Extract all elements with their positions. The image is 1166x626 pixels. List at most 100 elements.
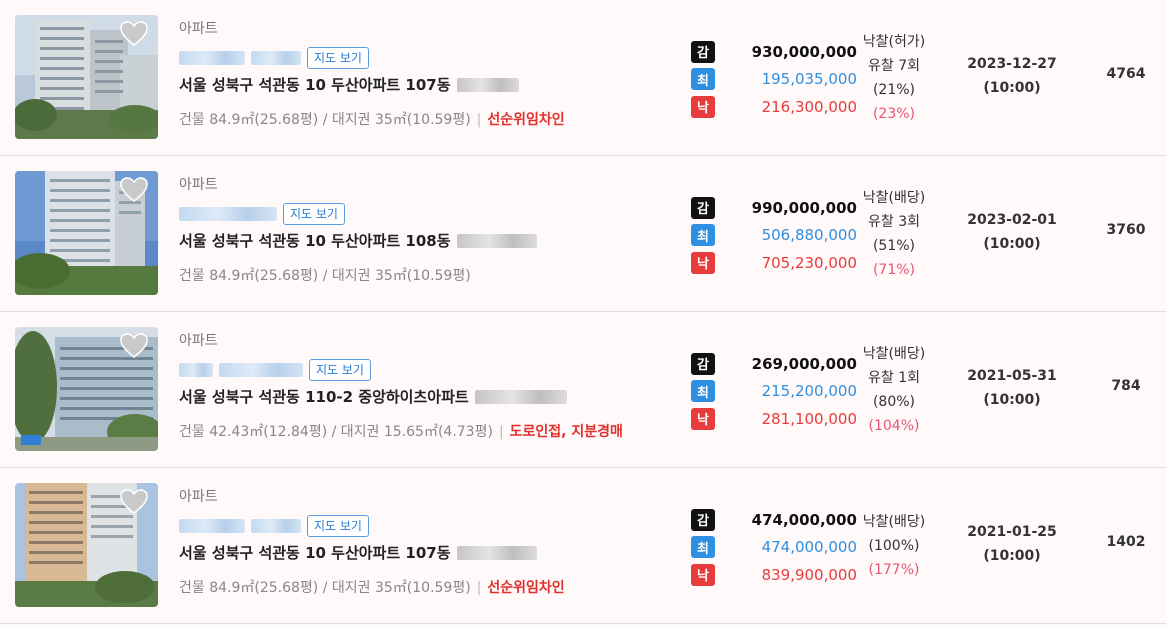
- minimum-price: 215,200,000: [761, 382, 857, 401]
- favorite-heart-icon[interactable]: [120, 489, 148, 515]
- price-block: 감 990,000,000 최 506,880,000 낙 705,230,000: [691, 194, 857, 277]
- property-address[interactable]: 서울 성북구 석관동 110-2 중앙하이츠아파트: [179, 386, 571, 407]
- property-type: 아파트: [179, 21, 218, 37]
- view-count: 4764: [1106, 66, 1146, 82]
- minimum-percent: (51%): [872, 238, 916, 254]
- list-item[interactable]: 아파트 지도 보기 서울 성북구 석관동 10 두산아파트 108동 건물 84…: [0, 156, 1166, 312]
- appraisal-badge: 감: [691, 352, 715, 375]
- redacted-case-number: [179, 363, 213, 377]
- area-detail: 건물 84.9㎡(25.68평) / 대지권 35㎡(10.59평) | 선순위임차…: [179, 109, 565, 129]
- fail-count: 유찰 1회: [868, 370, 920, 386]
- area-detail: 건물 42.43㎡(12.84평) / 대지권 15.65㎡(4.73평) | 도로…: [179, 421, 623, 441]
- case-number-line: 지도 보기: [179, 514, 369, 538]
- auction-result: 낙찰(허가) 유찰 7회 (21%) (23%): [848, 30, 940, 126]
- winning-price: 839,900,000: [761, 565, 857, 584]
- date-text: 2021-05-31: [967, 368, 1057, 384]
- date-text: 2023-12-27: [967, 56, 1057, 72]
- minimum-badge: 최: [691, 68, 715, 91]
- list-item[interactable]: 아파트 지도 보기 서울 성북구 석관동 10 두산아파트 107동 건물 84…: [0, 0, 1166, 156]
- divider: |: [476, 112, 482, 128]
- minimum-percent: (80%): [872, 394, 916, 410]
- area-text: 건물 84.9㎡(25.68평) / 대지권 35㎡(10.59평): [179, 580, 471, 596]
- map-view-button[interactable]: 지도 보기: [309, 359, 371, 381]
- appraisal-price: 990,000,000: [751, 198, 857, 217]
- fail-count: 유찰 7회: [868, 58, 920, 74]
- redacted-case-number: [179, 51, 245, 65]
- property-address-text: 서울 성북구 석관동 110-2 중앙하이츠아파트: [179, 388, 469, 406]
- winning-badge: 낙: [691, 563, 715, 586]
- property-type: 아파트: [179, 177, 218, 193]
- result-status: 낙찰(배당): [862, 190, 926, 206]
- area-text: 건물 84.9㎡(25.68평) / 대지권 35㎡(10.59평): [179, 112, 471, 128]
- property-address-text: 서울 성북구 석관동 10 두산아파트 107동: [179, 544, 451, 562]
- redacted-case-number: [219, 363, 303, 377]
- favorite-heart-icon[interactable]: [120, 333, 148, 359]
- property-type: 아파트: [179, 489, 218, 505]
- winning-percent: (23%): [872, 106, 916, 122]
- favorite-heart-icon[interactable]: [120, 177, 148, 203]
- time-text: (10:00): [983, 392, 1041, 408]
- favorite-heart-icon[interactable]: [120, 21, 148, 47]
- view-count: 3760: [1106, 222, 1146, 238]
- redacted-case-number: [251, 519, 301, 533]
- time-text: (10:00): [983, 236, 1041, 252]
- date-text: 2021-01-25: [967, 524, 1057, 540]
- area-detail: 건물 84.9㎡(25.68평) / 대지권 35㎡(10.59평): [179, 265, 471, 285]
- view-count: 784: [1111, 378, 1141, 394]
- appraisal-price: 930,000,000: [751, 42, 857, 61]
- special-note: 선순위임차인: [487, 580, 565, 596]
- price-block: 감 474,000,000 최 474,000,000 낙 839,900,000: [691, 506, 857, 589]
- case-number-line: 지도 보기: [179, 358, 371, 382]
- redacted-case-number: [179, 207, 277, 221]
- time-text: (10:00): [983, 80, 1041, 96]
- property-address[interactable]: 서울 성북구 석관동 10 두산아파트 107동: [179, 542, 541, 563]
- property-photo[interactable]: [15, 15, 158, 139]
- redacted-case-number: [179, 519, 245, 533]
- appraisal-price: 269,000,000: [751, 354, 857, 373]
- property-address[interactable]: 서울 성북구 석관동 10 두산아파트 107동: [179, 74, 523, 95]
- map-view-button[interactable]: 지도 보기: [307, 515, 369, 537]
- auction-result: 낙찰(배당) 유찰 1회 (80%) (104%): [848, 342, 940, 438]
- auction-date: 2023-12-27 (10:00): [960, 52, 1064, 100]
- list-item[interactable]: 아파트 지도 보기 서울 성북구 석관동 110-2 중앙하이츠아파트 건물 4…: [0, 312, 1166, 468]
- property-address-text: 서울 성북구 석관동 10 두산아파트 107동: [179, 76, 451, 94]
- auction-result: 낙찰(배당) (100%) (177%): [848, 510, 940, 582]
- property-photo[interactable]: [15, 327, 158, 451]
- divider: |: [476, 580, 482, 596]
- redacted-unit: [456, 233, 537, 248]
- property-address-text: 서울 성북구 석관동 10 두산아파트 108동: [179, 232, 451, 250]
- winning-price: 281,100,000: [761, 409, 857, 428]
- area-text: 건물 42.43㎡(12.84평) / 대지권 15.65㎡(4.73평): [179, 424, 493, 440]
- auction-date: 2021-01-25 (10:00): [960, 520, 1064, 568]
- minimum-badge: 최: [691, 536, 715, 559]
- case-number-line: 지도 보기: [179, 46, 369, 70]
- property-photo[interactable]: [15, 483, 158, 607]
- map-view-button[interactable]: 지도 보기: [283, 203, 345, 225]
- map-view-button[interactable]: 지도 보기: [307, 47, 369, 69]
- property-address[interactable]: 서울 성북구 석관동 10 두산아파트 108동: [179, 230, 541, 251]
- minimum-price: 474,000,000: [761, 538, 857, 557]
- minimum-badge: 최: [691, 380, 715, 403]
- fail-count: 유찰 3회: [868, 214, 920, 230]
- result-status: 낙찰(배당): [862, 346, 926, 362]
- price-block: 감 269,000,000 최 215,200,000 낙 281,100,000: [691, 350, 857, 433]
- appraisal-price: 474,000,000: [751, 510, 857, 529]
- divider: |: [498, 424, 504, 440]
- special-note: 선순위임차인: [487, 112, 565, 128]
- redacted-case-number: [251, 51, 301, 65]
- property-photo[interactable]: [15, 171, 158, 295]
- redacted-unit: [456, 545, 537, 560]
- winning-price: 705,230,000: [761, 253, 857, 272]
- list-item[interactable]: 아파트 지도 보기 서울 성북구 석관동 10 두산아파트 107동 건물 84…: [0, 468, 1166, 624]
- area-detail: 건물 84.9㎡(25.68평) / 대지권 35㎡(10.59평) | 선순위임차…: [179, 577, 565, 597]
- appraisal-badge: 감: [691, 196, 715, 219]
- winning-badge: 낙: [691, 251, 715, 274]
- auction-date: 2021-05-31 (10:00): [960, 364, 1064, 412]
- price-block: 감 930,000,000 최 195,035,000 낙 216,300,000: [691, 38, 857, 121]
- result-status: 낙찰(배당): [862, 514, 926, 530]
- area-text: 건물 84.9㎡(25.68평) / 대지권 35㎡(10.59평): [179, 268, 471, 284]
- auction-date: 2023-02-01 (10:00): [960, 208, 1064, 256]
- appraisal-badge: 감: [691, 508, 715, 531]
- special-note: 도로인접, 지분경매: [509, 424, 623, 440]
